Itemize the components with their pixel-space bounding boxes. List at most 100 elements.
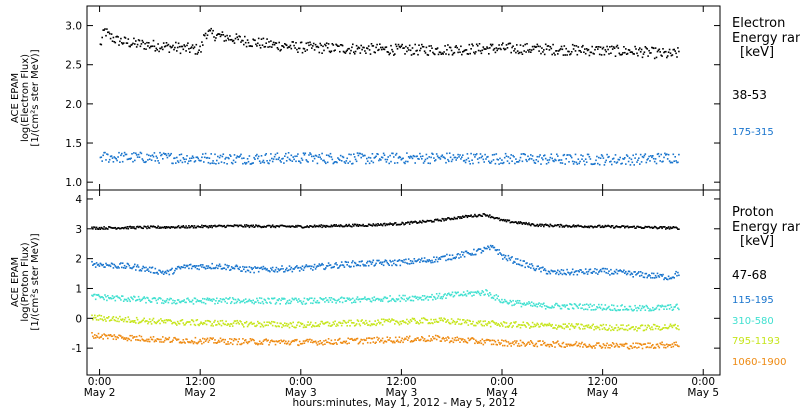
proton-point	[522, 321, 525, 324]
proton-point	[365, 339, 367, 341]
proton-point	[140, 270, 143, 272]
electron-point	[515, 51, 517, 54]
proton-point	[431, 322, 433, 324]
proton-point	[489, 214, 491, 216]
proton-point	[180, 225, 183, 228]
proton-point	[539, 340, 541, 342]
electron-point	[348, 153, 350, 156]
proton-point	[132, 266, 134, 269]
electron-point	[269, 159, 271, 162]
proton-point	[223, 323, 226, 326]
proton-point	[326, 265, 329, 267]
electron-point	[203, 34, 205, 36]
proton-point	[238, 224, 240, 227]
proton-point	[103, 226, 105, 228]
electron-point	[656, 50, 659, 53]
proton-point	[558, 325, 561, 328]
proton-point	[133, 336, 135, 338]
proton-point	[413, 339, 416, 342]
proton-point	[246, 269, 249, 272]
proton-point	[515, 258, 517, 260]
proton-point	[441, 297, 444, 300]
proton-point	[585, 324, 588, 327]
proton-point	[167, 319, 170, 321]
proton-point	[612, 227, 615, 229]
proton-point	[463, 294, 466, 296]
proton-point	[603, 226, 606, 228]
proton-point	[339, 264, 342, 266]
electron-point	[531, 45, 534, 48]
proton-point	[281, 224, 283, 227]
electron-point	[663, 156, 665, 159]
electron-point	[209, 29, 212, 32]
electron-point	[373, 157, 376, 159]
proton-point	[656, 272, 659, 275]
proton-point	[273, 225, 276, 228]
proton-point	[321, 226, 323, 229]
electron-point	[115, 158, 117, 160]
proton-point	[378, 321, 380, 323]
proton-point	[100, 315, 103, 317]
electron-point	[476, 45, 479, 47]
proton-point	[471, 252, 473, 255]
proton-point	[666, 304, 669, 307]
proton-point	[636, 225, 638, 228]
proton-point	[556, 302, 558, 305]
proton-point	[502, 301, 505, 303]
electron-point	[463, 159, 466, 162]
proton-point	[265, 226, 267, 228]
electron-point	[382, 152, 385, 155]
proton-point	[128, 264, 131, 267]
proton-point	[540, 303, 542, 305]
proton-point	[140, 320, 143, 323]
proton-point	[164, 321, 167, 324]
proton-point	[390, 319, 392, 322]
electron-point	[231, 40, 234, 43]
electron-point	[418, 44, 420, 46]
proton-point	[325, 224, 328, 227]
proton-point	[262, 226, 265, 228]
proton-point	[356, 264, 359, 266]
proton-point	[664, 226, 666, 228]
electron-point	[135, 40, 137, 42]
proton-point	[462, 216, 465, 218]
proton-point	[548, 345, 551, 348]
electron-point	[172, 44, 174, 47]
electron-point	[152, 39, 155, 42]
proton-point	[306, 225, 308, 227]
proton-point	[547, 270, 550, 273]
proton-point	[439, 340, 442, 342]
proton-point	[477, 320, 480, 323]
electron-point	[257, 42, 259, 45]
proton-point	[166, 319, 169, 322]
electron-point	[275, 42, 278, 44]
proton-point	[353, 265, 355, 268]
proton-point	[274, 303, 277, 305]
proton-ytick-label: 1	[75, 283, 82, 295]
electron-point	[490, 160, 493, 163]
proton-point	[154, 339, 157, 341]
proton-point	[496, 249, 498, 251]
electron-point	[113, 41, 116, 43]
proton-point	[503, 321, 506, 324]
electron-point	[352, 162, 354, 165]
proton-point	[174, 321, 176, 324]
proton-point	[346, 264, 348, 266]
proton-point	[440, 340, 443, 342]
electron-point	[563, 45, 566, 47]
electron-point	[116, 35, 118, 38]
electron-point	[359, 152, 362, 155]
proton-point	[230, 323, 233, 325]
proton-point	[176, 225, 179, 228]
electron-point	[558, 49, 561, 51]
proton-point	[285, 322, 288, 325]
proton-point	[260, 341, 263, 344]
electron-point	[640, 161, 643, 163]
proton-point	[639, 226, 642, 228]
electron-point	[247, 160, 250, 163]
proton-point	[634, 346, 636, 348]
electron-point	[475, 154, 477, 156]
proton-point	[394, 222, 397, 224]
proton-point	[250, 224, 253, 227]
electron-point	[621, 53, 623, 56]
